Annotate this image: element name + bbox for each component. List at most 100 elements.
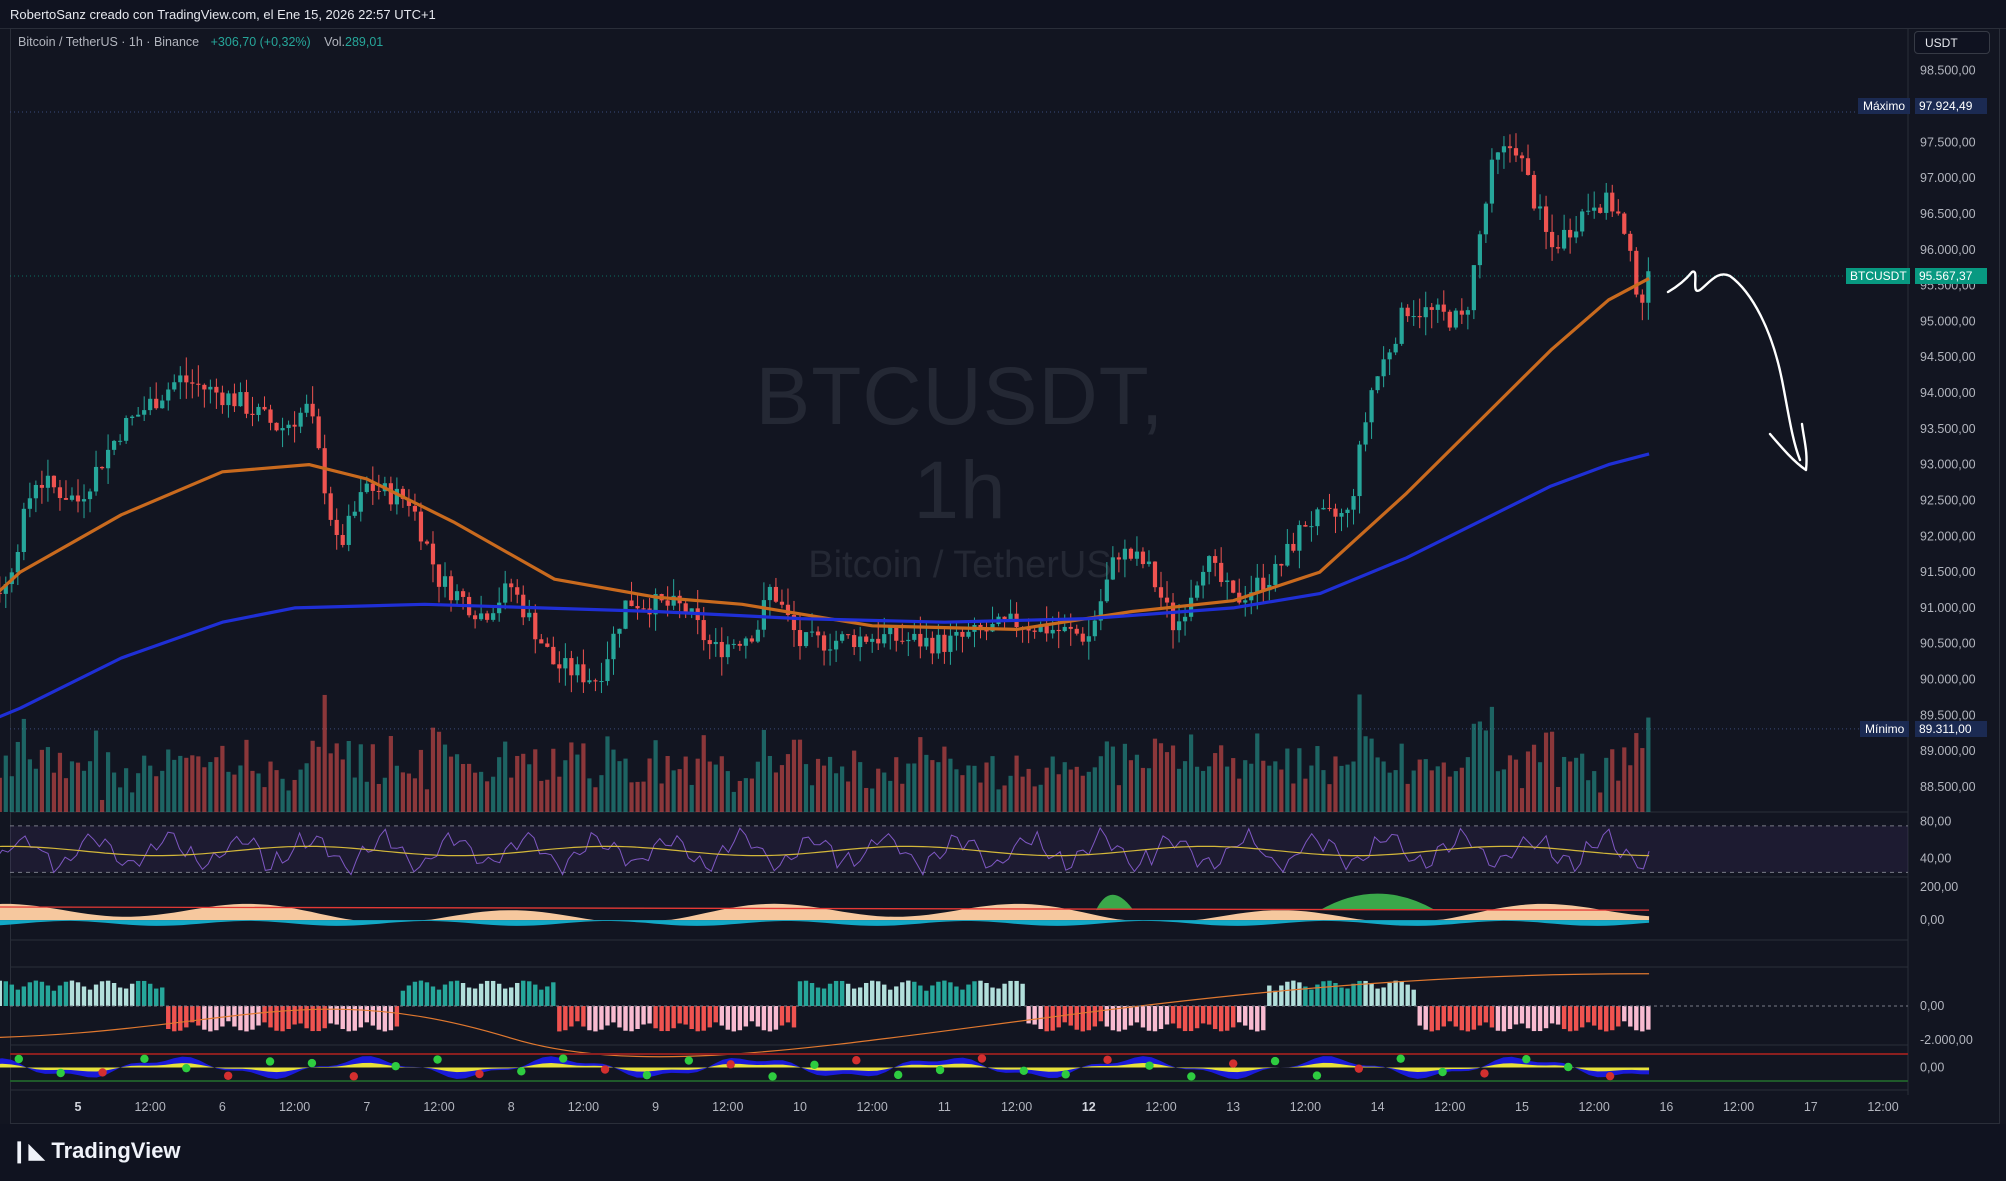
osc3-bar <box>99 981 105 1006</box>
tradingview-logo[interactable]: ❙◣ TradingView <box>10 1138 181 1164</box>
osc4-signal-dot <box>1061 1070 1070 1079</box>
volume-bar <box>1622 747 1627 812</box>
candle-body <box>1345 509 1350 514</box>
drawn-arrow-annotation[interactable] <box>1666 270 1808 472</box>
volume-bar <box>1327 784 1332 812</box>
osc3-bar <box>274 1006 279 1031</box>
volume-bar <box>1549 731 1555 812</box>
volume-bar <box>1339 765 1344 812</box>
candle-body <box>322 448 327 494</box>
osc3-bar <box>1585 1006 1591 1023</box>
volume-bar <box>1255 733 1260 812</box>
volume-bar <box>1219 745 1224 812</box>
candle-body <box>1592 207 1597 211</box>
osc3-bar <box>803 980 809 1006</box>
volume-bar <box>1068 769 1073 812</box>
volume-bar <box>827 756 833 812</box>
candle-body <box>1062 626 1067 632</box>
volume-bar <box>274 770 279 812</box>
candle-body <box>918 633 923 647</box>
volume-bar <box>557 776 562 812</box>
osc3-bar <box>942 980 947 1006</box>
candle-body <box>75 495 81 502</box>
candle-body <box>376 490 381 492</box>
legend-volume-label: Vol. <box>324 35 346 49</box>
osc3-bar <box>617 1006 622 1028</box>
osc4-signal-dot <box>1229 1059 1238 1068</box>
osc3-bar <box>755 1006 761 1027</box>
candle-body <box>479 613 484 620</box>
candle-body <box>1243 600 1248 603</box>
osc3-bar <box>322 1006 327 1029</box>
candle-body <box>1231 580 1236 593</box>
volume-bar <box>364 781 369 812</box>
price-tick-label: 90.500,00 <box>1920 637 1976 651</box>
volume-bar <box>1634 733 1639 812</box>
volume-bar <box>1453 771 1458 812</box>
candle-body <box>1297 525 1302 551</box>
candle-body <box>623 600 628 629</box>
osc3-bar <box>3 981 8 1006</box>
osc3-bar <box>1417 1006 1422 1026</box>
osc4-signal-dot <box>307 1058 317 1068</box>
volume-bar <box>1411 770 1416 812</box>
candle-body <box>1315 509 1320 527</box>
osc3-bar <box>894 986 899 1006</box>
volume-bar <box>1393 770 1398 812</box>
volume-bar <box>653 740 658 812</box>
osc3-bar <box>1537 1006 1543 1032</box>
volume-bar <box>15 741 20 812</box>
osc3-bar <box>1555 1006 1561 1025</box>
volume-bar <box>1056 774 1061 812</box>
candle-body <box>900 640 905 642</box>
osc3-bar <box>1333 983 1338 1006</box>
volume-bar <box>1164 752 1170 812</box>
osc3-bar <box>1441 1006 1446 1027</box>
volume-bar <box>779 765 785 812</box>
volume-bar <box>142 755 147 812</box>
volume-bar <box>1333 756 1338 812</box>
osc3-bar <box>695 1006 700 1032</box>
time-tick-label: 11 <box>938 1100 951 1114</box>
volume-bar <box>93 730 99 812</box>
price-tick-label: 93.500,00 <box>1920 422 1976 436</box>
volume-bar <box>497 757 502 812</box>
osc3-bar <box>1399 981 1404 1006</box>
volume-bar <box>1188 734 1194 812</box>
volume-bar <box>1116 785 1121 812</box>
candle-body <box>1513 148 1519 156</box>
price-tick-label: 89.000,00 <box>1920 744 1976 758</box>
volume-bar <box>1032 786 1037 812</box>
osc2-negative-area <box>0 920 1650 926</box>
candle-body <box>364 483 369 493</box>
time-tick-label: 12:00 <box>1867 1100 1898 1114</box>
volume-bar <box>605 736 610 812</box>
volume-bar <box>328 753 333 812</box>
candle-body <box>1074 628 1079 634</box>
osc4-tick-label: 0,00 <box>1920 1061 1944 1075</box>
osc3-bar <box>1303 986 1308 1006</box>
price-tick-label: 96.500,00 <box>1920 207 1976 221</box>
candle-body <box>509 583 514 588</box>
volume-bar <box>1369 738 1374 812</box>
osc3-bar <box>298 1006 303 1024</box>
volume-bar <box>1038 784 1043 812</box>
candle-body <box>846 634 851 636</box>
osc3-bar <box>1086 1006 1091 1031</box>
currency-button[interactable]: USDT <box>1914 31 1990 54</box>
osc3-bar <box>845 983 851 1006</box>
volume-bar <box>473 772 478 812</box>
candle-body <box>491 613 496 620</box>
candle-body <box>1213 556 1218 563</box>
candle-body <box>1574 231 1579 238</box>
volume-bar <box>280 778 285 812</box>
time-tick-label: 6 <box>219 1100 226 1114</box>
volume-bar <box>942 746 947 812</box>
osc3-bar <box>412 981 418 1006</box>
candle-body <box>298 412 303 427</box>
volume-bar <box>304 763 309 812</box>
chart-canvas[interactable]: 98.500,0098.000,0097.500,0097.000,0096.5… <box>0 0 2006 1124</box>
symbol-legend[interactable]: Bitcoin / TetherUS · 1h · Binance +306,7… <box>18 35 383 49</box>
volume-bar <box>1562 756 1567 812</box>
osc3-bar <box>1128 1006 1134 1026</box>
